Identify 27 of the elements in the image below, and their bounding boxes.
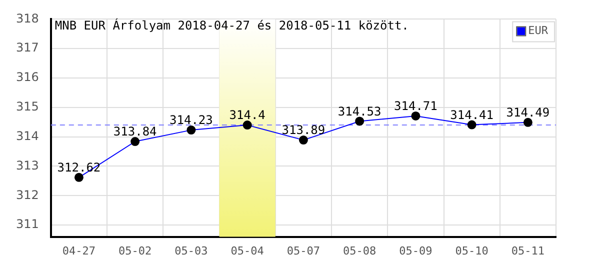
y-tick-label: 314 bbox=[16, 128, 39, 143]
data-label: 313.84 bbox=[113, 124, 157, 139]
data-label: 314.4 bbox=[229, 108, 266, 122]
x-tick-label: 05-04 bbox=[230, 244, 264, 258]
y-tick-label: 311 bbox=[16, 217, 39, 232]
x-tick-label: 05-07 bbox=[286, 244, 320, 258]
x-tick-label: 05-10 bbox=[455, 244, 488, 258]
data-label: 314.23 bbox=[170, 113, 213, 128]
y-tick-label: 313 bbox=[16, 158, 39, 172]
data-label: 314.71 bbox=[394, 99, 438, 114]
x-tick-label: 05-11 bbox=[511, 244, 544, 258]
data-label: 313.89 bbox=[282, 123, 326, 138]
legend-label: EUR bbox=[528, 24, 548, 38]
data-label: 314.53 bbox=[338, 104, 382, 118]
y-tick-label: 318 bbox=[16, 11, 39, 26]
x-tick-label: 05-03 bbox=[174, 244, 208, 258]
x-tick-label: 05-09 bbox=[399, 244, 432, 258]
x-tick-label: 05-02 bbox=[118, 244, 152, 258]
data-label: 314.49 bbox=[506, 106, 550, 120]
y-tick-label: 317 bbox=[16, 40, 39, 55]
x-tick-label: 05-08 bbox=[343, 244, 376, 258]
y-tick-label: 315 bbox=[16, 100, 39, 114]
x-tick-label: 04-27 bbox=[62, 244, 96, 258]
y-tick-label: 312 bbox=[16, 188, 39, 202]
chart-title: MNB EUR Árfolyam 2018-04-27 és 2018-05-11 között. bbox=[54, 17, 409, 32]
data-label: 314.41 bbox=[450, 108, 494, 122]
y-tick-label: 316 bbox=[16, 70, 39, 84]
